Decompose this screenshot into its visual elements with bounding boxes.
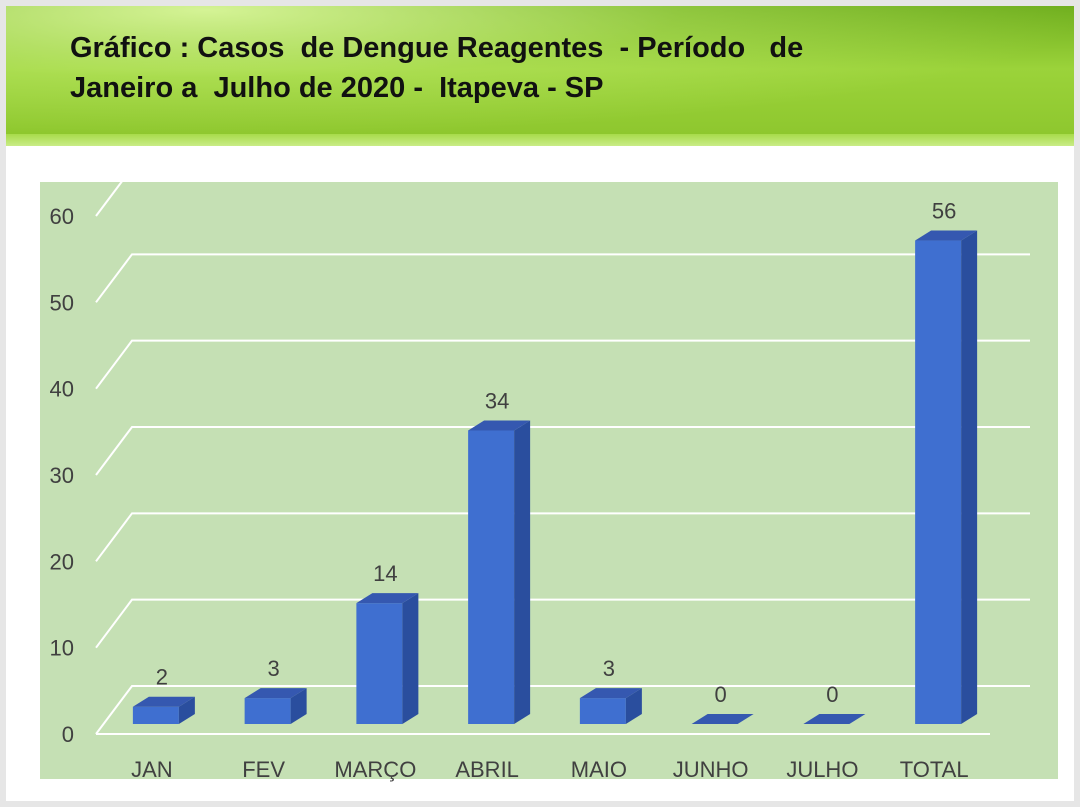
data-label-abril: 34 (485, 388, 509, 413)
bar-top-julho (803, 714, 866, 724)
bar-março (356, 603, 403, 724)
bar-side-maio (625, 688, 642, 724)
y-tick-label-10: 10 (50, 636, 74, 661)
gridline-20 (95, 512, 1030, 562)
slide: Gráfico : Casos de Dengue Reagentes - Pe… (6, 6, 1074, 801)
y-tick-label-40: 40 (50, 377, 74, 402)
bar-total (915, 240, 962, 725)
y-tick-label-20: 20 (50, 549, 74, 574)
gridline-10 (95, 598, 1030, 649)
data-label-julho: 0 (826, 682, 838, 707)
gridline-30 (95, 426, 1030, 476)
bar-top-março (356, 593, 419, 604)
data-label-total: 56 (932, 199, 956, 224)
data-label-junho: 0 (715, 682, 727, 707)
bar-side-fev (290, 688, 307, 724)
data-label-maio: 3 (603, 656, 615, 681)
gridline-50 (95, 253, 1030, 303)
bar-top-abril (468, 420, 531, 431)
y-tick-label-30: 30 (50, 463, 74, 488)
x-tick-label-fev: FEV (242, 757, 285, 782)
x-tick-label-junho: JUNHO (673, 757, 749, 782)
x-tick-label-abril: ABRIL (455, 757, 519, 782)
gridline-60 (95, 167, 1030, 217)
bar-side-jan (178, 696, 195, 724)
bar-top-maio (579, 688, 642, 699)
y-tick-label-50: 50 (50, 290, 74, 315)
bar-top-fev (244, 688, 307, 699)
x-tick-label-março: MARÇO (334, 757, 416, 782)
bar-top-junho (691, 714, 754, 724)
chart-title-line-1: Gráfico : Casos de Dengue Reagentes - Pe… (70, 32, 804, 64)
y-tick-label-60: 60 (50, 204, 74, 229)
banner-band (6, 134, 1074, 146)
bar-side-março (402, 593, 419, 724)
gridline-40 (95, 339, 1030, 390)
x-tick-label-total: TOTAL (900, 757, 969, 782)
bar-abril (468, 430, 515, 724)
bar-top-total (915, 230, 978, 241)
gridline-0 (95, 685, 1030, 735)
bar-top-jan (132, 696, 195, 707)
x-tick-label-jan: JAN (131, 757, 173, 782)
title-banner: Gráfico : Casos de Dengue Reagentes - Pe… (6, 6, 1074, 146)
chart-area (40, 182, 1058, 779)
y-tick-label-0: 0 (62, 722, 74, 747)
bar-fev (244, 698, 291, 724)
chart-title-line-2: Janeiro a Julho de 2020 - Itapeva - SP (70, 72, 604, 104)
x-tick-label-julho: JULHO (786, 757, 858, 782)
chart-title: Gráfico : Casos de Dengue Reagentes - Pe… (70, 28, 1010, 108)
bar-side-total (961, 230, 978, 725)
banner-swoosh (6, 6, 1074, 146)
data-label-março: 14 (373, 561, 397, 586)
x-tick-label-maio: MAIO (571, 757, 627, 782)
bar-side-abril (514, 420, 531, 724)
data-label-jan: 2 (156, 665, 168, 690)
bar-maio (579, 698, 626, 724)
data-label-fev: 3 (268, 656, 280, 681)
bar-jan (132, 706, 179, 724)
